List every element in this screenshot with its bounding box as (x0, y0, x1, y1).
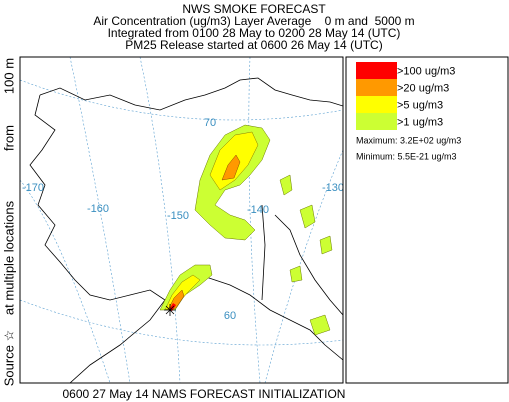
title: NWS SMOKE FORECAST (182, 2, 326, 16)
subtitle: Air Concentration (ug/m3) Layer Average … (93, 14, 414, 28)
graticule (248, 57, 261, 383)
legend-frame (345, 56, 509, 384)
longitude-label: -150 (167, 210, 189, 222)
map-frame (19, 56, 344, 384)
subtitle: PM25 Release started at 0600 26 May 14 (… (125, 38, 382, 52)
source-label: at multiple locations (1, 200, 16, 315)
latitude-label: 60 (224, 310, 236, 322)
legend-label: >20 ug/m3 (397, 82, 449, 94)
legend-minimum: Minimum: 5.5E-21 ug/m3 (356, 151, 457, 161)
coastline (261, 204, 343, 316)
legend-swatch (356, 113, 397, 130)
legend-swatch (356, 96, 397, 113)
source-label: Source ☆ (1, 330, 16, 386)
longitude-label: -130 (322, 182, 344, 194)
graticule (20, 179, 111, 383)
latitude-label: 70 (204, 117, 216, 129)
legend: Maximum: 3.2E+02 ug/m3 Minimum: 5.5E-21 … (345, 56, 509, 384)
legend-maximum: Maximum: 3.2E+02 ug/m3 (356, 135, 461, 145)
longitude-label: -170 (22, 182, 44, 194)
legend-swatch (356, 62, 397, 79)
legend-swatch (356, 79, 397, 96)
longitude-label: -140 (247, 204, 269, 216)
legend-label: >5 ug/m3 (397, 99, 443, 111)
graticule (69, 57, 131, 383)
smoke-plume (159, 124, 333, 336)
longitude-label: -160 (87, 203, 109, 215)
graticule (264, 149, 343, 383)
graticule (20, 299, 343, 346)
legend-label: >100 ug/m3 (397, 65, 455, 77)
legend-label: >1 ug/m3 (397, 116, 443, 128)
coastline (29, 94, 166, 383)
coastline (39, 77, 343, 111)
subtitle: Integrated from 0100 28 May to 0200 28 M… (108, 26, 401, 40)
graticule (139, 57, 181, 383)
footer: 0600 27 May 14 NAMS FORECAST INITIALIZAT… (63, 387, 346, 401)
map: 70 60 -170 -160 -150 -140 -130 (19, 56, 344, 384)
source-label: 100 m (1, 58, 16, 94)
graticule (20, 79, 343, 121)
source-label: from (1, 125, 16, 151)
